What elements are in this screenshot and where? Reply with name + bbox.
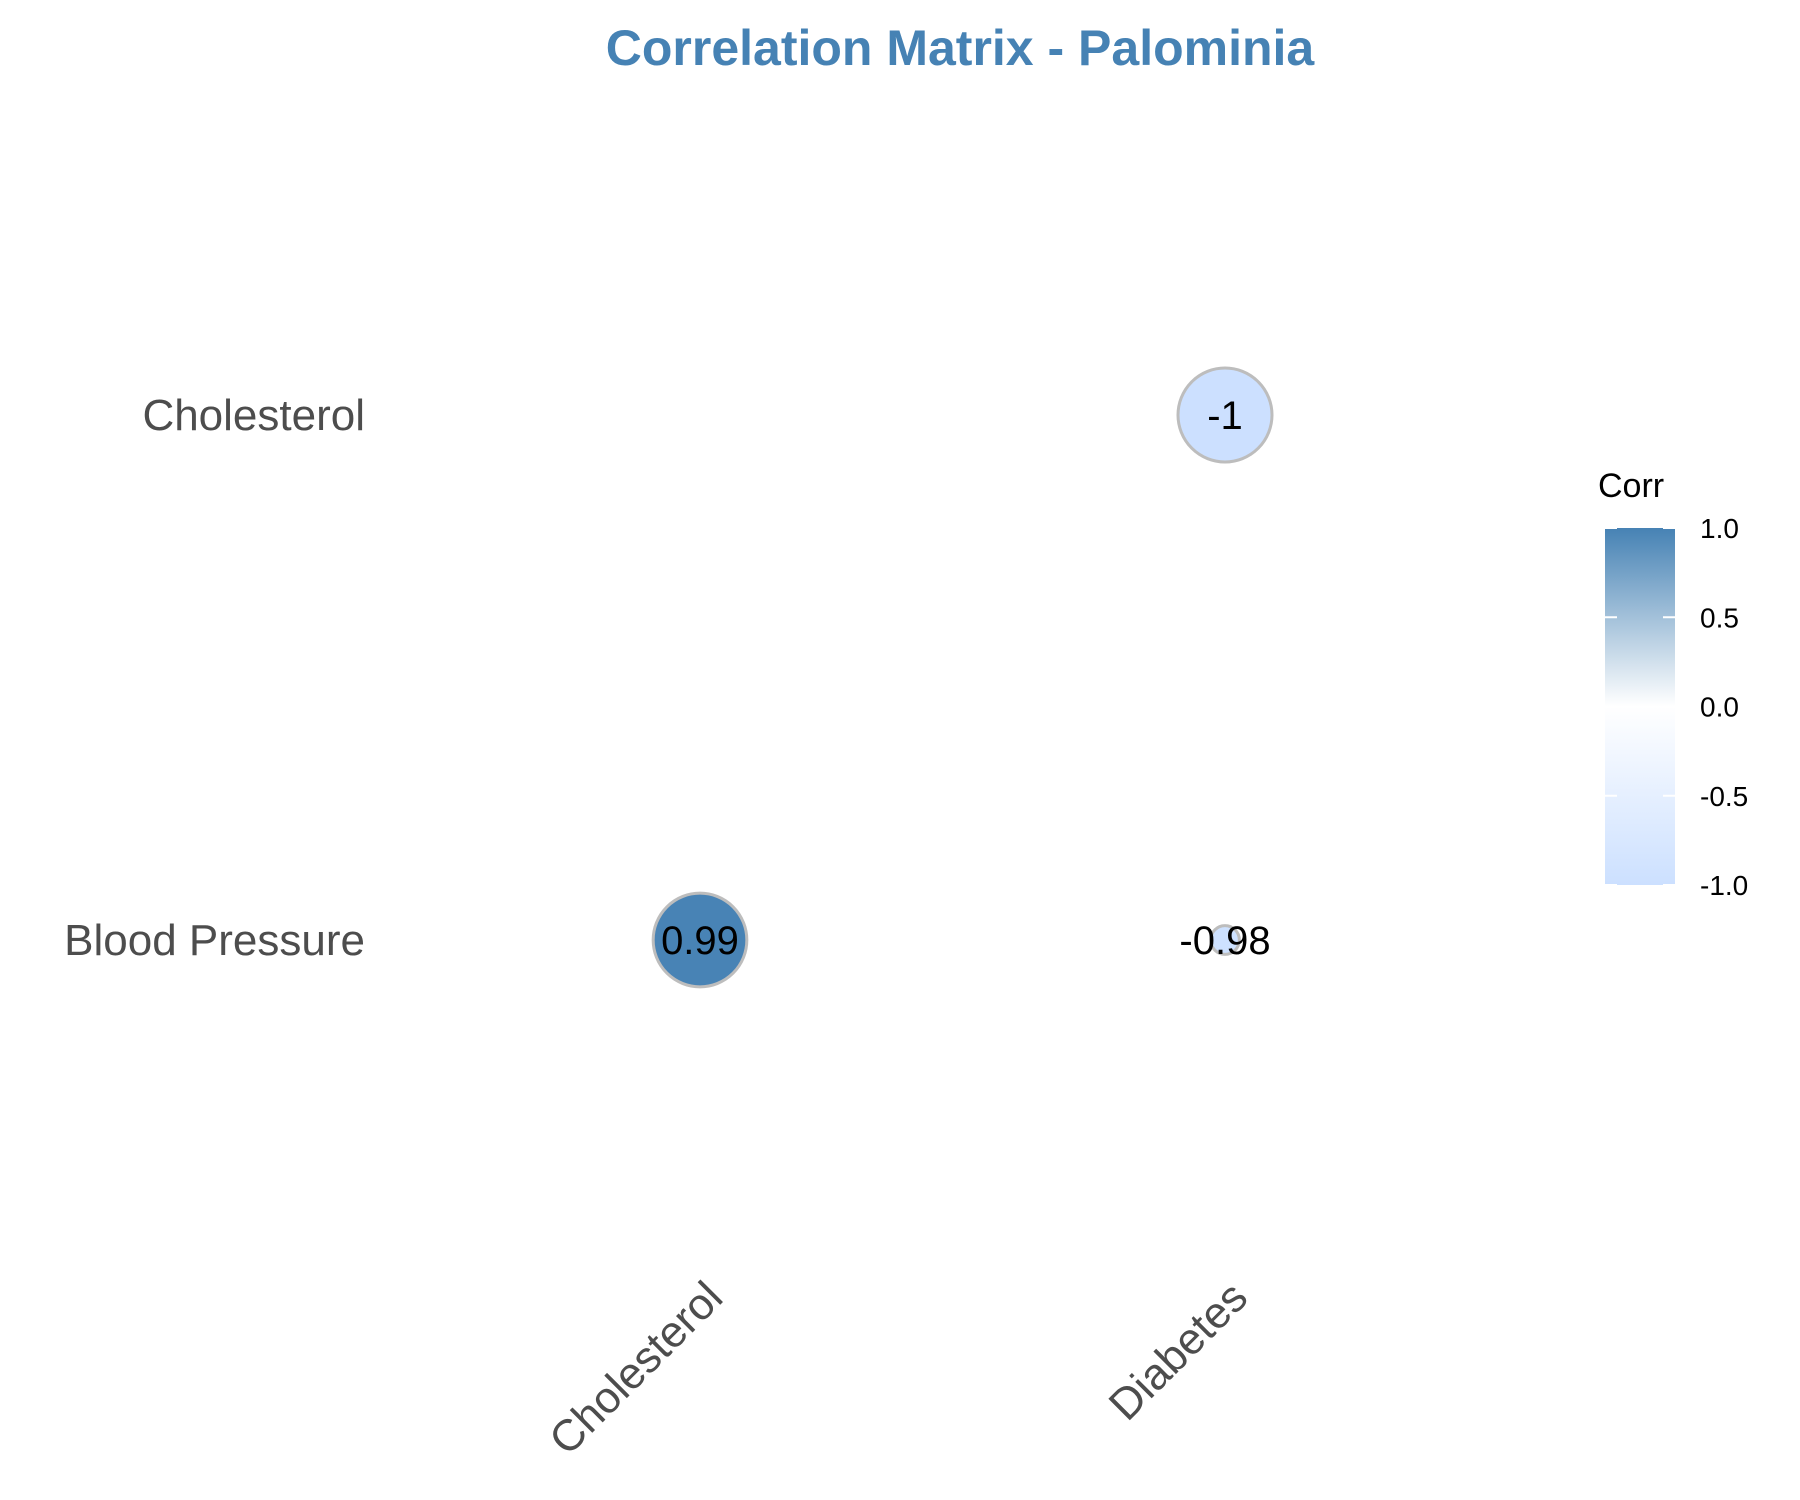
y-label-blood-pressure: Blood Pressure <box>64 916 365 965</box>
cell-label-cholesterol-diabetes: -1 <box>1207 394 1243 438</box>
legend-title: Corr <box>1598 467 1664 505</box>
color-legend: Corr 1.0 0.5 0.0 -0.5 -1.0 <box>1598 467 1748 901</box>
y-label-cholesterol: Cholesterol <box>142 391 365 440</box>
cell-label-blood-pressure-cholesterol: 0.99 <box>661 919 739 963</box>
x-label-diabetes: Diabetes <box>1100 1272 1257 1429</box>
cell-circle-blood-pressure-diabetes <box>1209 924 1241 956</box>
cell-label-blood-pressure-diabetes: -0.98 <box>1179 919 1270 963</box>
x-label-cholesterol: Cholesterol <box>540 1272 732 1464</box>
cell-circle-blood-pressure-cholesterol <box>651 891 749 989</box>
x-axis-labels: Cholesterol Diabetes <box>540 1272 1257 1464</box>
legend-ticks: 1.0 0.5 0.0 -0.5 -1.0 <box>1605 513 1748 901</box>
correlation-cells: -1 0.99 -0.98 <box>651 366 1274 989</box>
legend-tick-label: -0.5 <box>1700 781 1748 812</box>
legend-tick-label: -1.0 <box>1700 870 1748 901</box>
y-axis-labels: Cholesterol Blood Pressure <box>64 391 365 965</box>
legend-tick-label: 0.5 <box>1700 602 1739 633</box>
legend-tick-label: 0.0 <box>1700 692 1739 723</box>
chart-title: Correlation Matrix - Palominia <box>606 20 1316 76</box>
cell-circle-cholesterol-diabetes <box>1176 366 1274 464</box>
legend-tick-label: 1.0 <box>1700 513 1739 544</box>
